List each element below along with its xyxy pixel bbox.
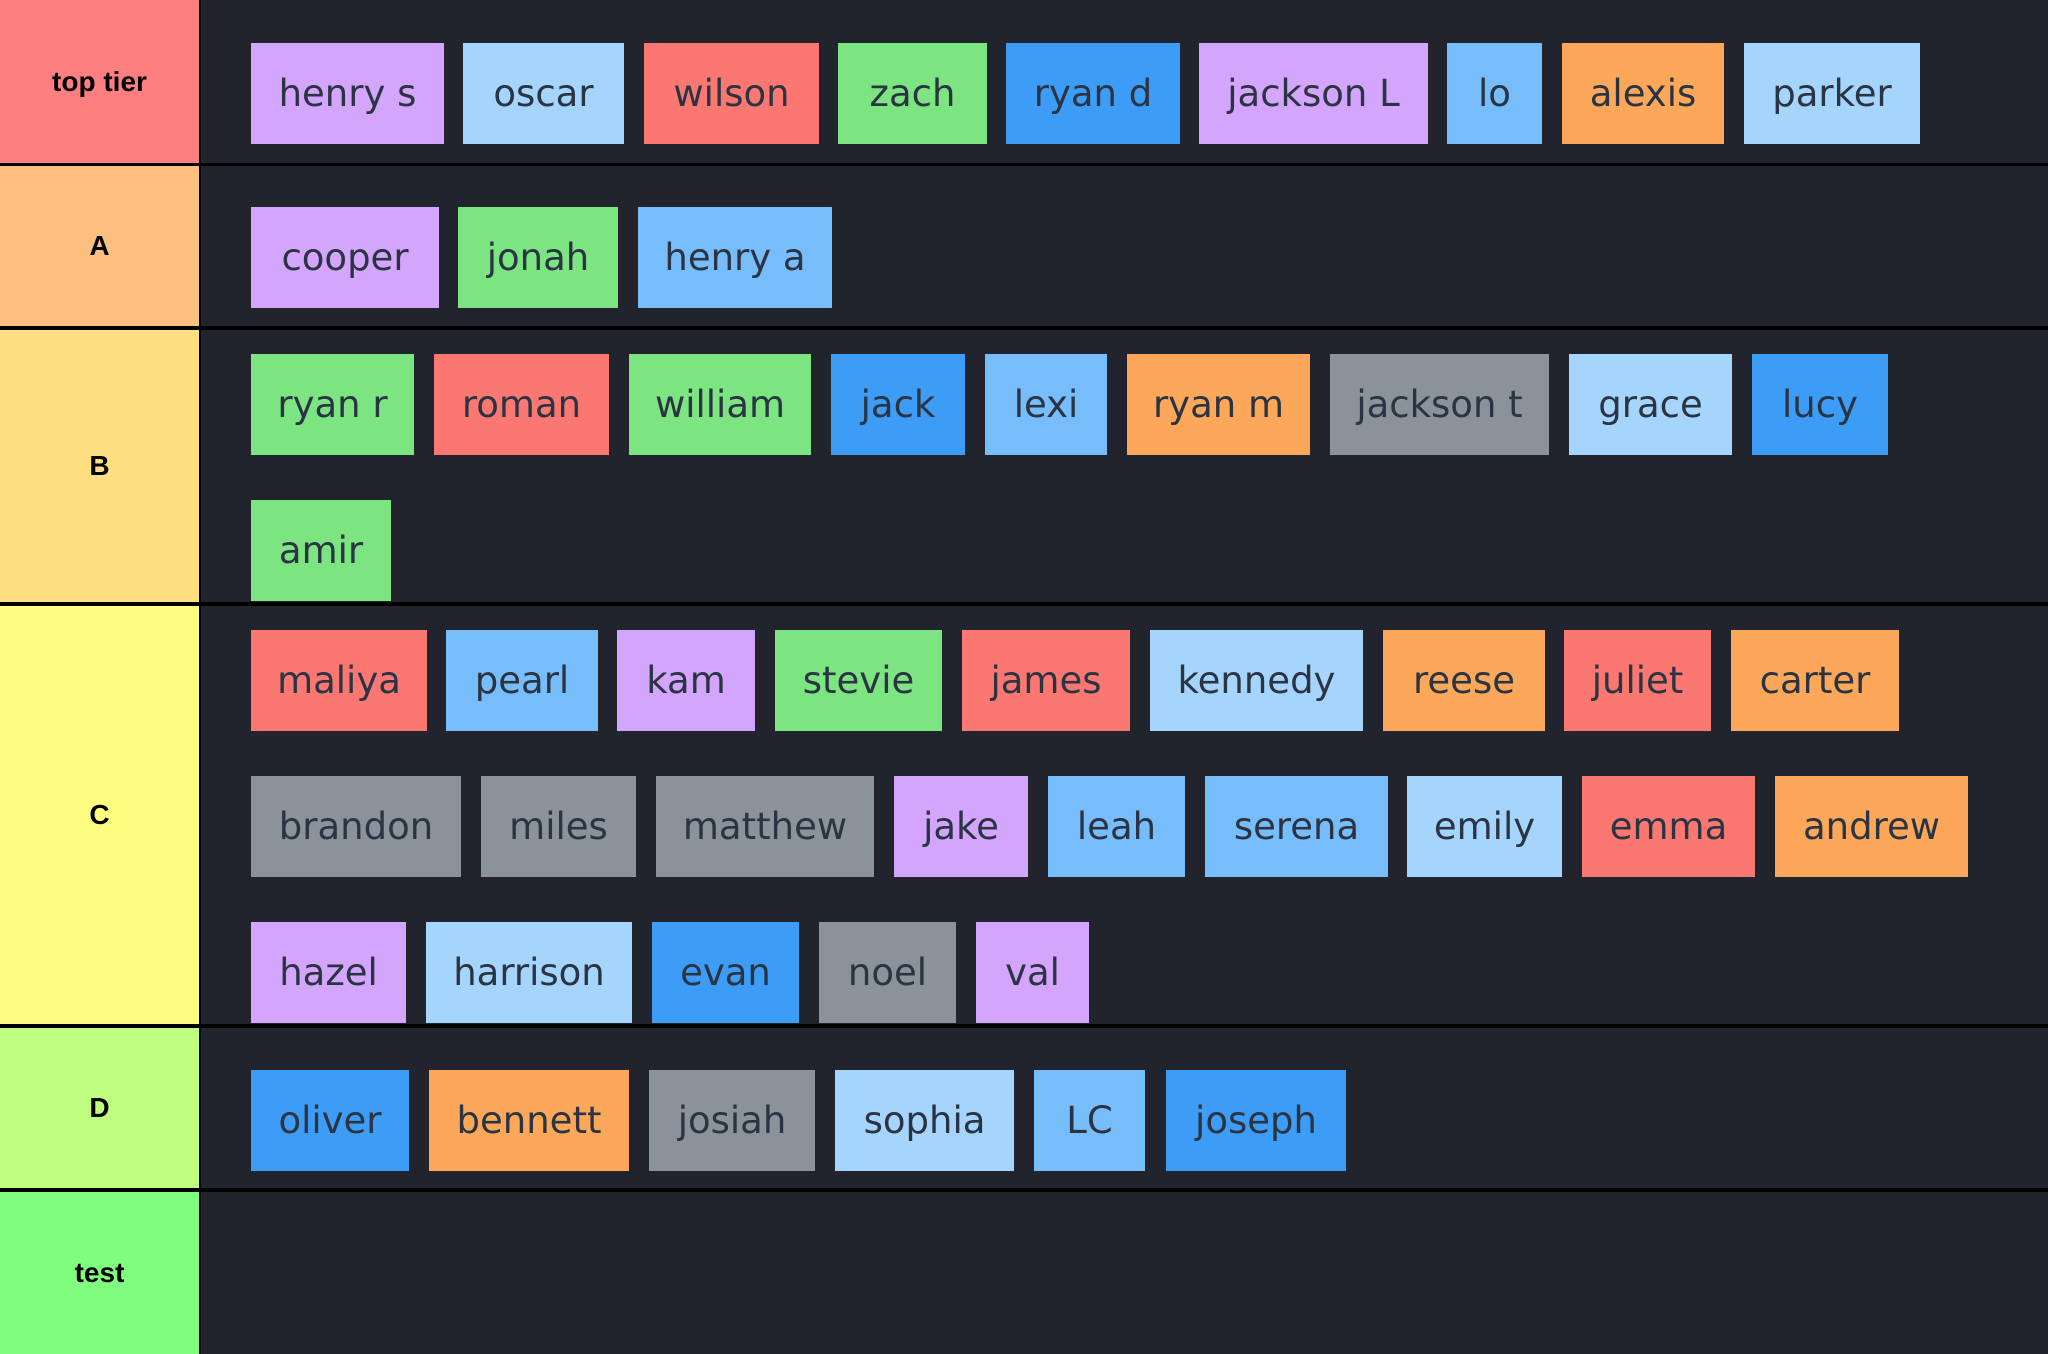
tier-item-josiah[interactable]: josiah [649,1070,815,1171]
tier-label-a[interactable]: A [0,166,199,326]
tier-item-miles[interactable]: miles [481,776,636,877]
tier-label-top-tier[interactable]: top tier [0,0,199,163]
tier-item-bennett[interactable]: bennett [429,1070,629,1171]
tier-label-b[interactable]: B [0,330,199,602]
tier-item-jack[interactable]: jack [831,354,965,455]
tier-item-leah[interactable]: leah [1048,776,1185,877]
tier-item-henry-s[interactable]: henry s [251,43,444,144]
tier-item-parker[interactable]: parker [1744,43,1920,144]
tier-item-wilson[interactable]: wilson [644,43,819,144]
tier-label-c[interactable]: C [0,606,199,1024]
tier-item-oliver[interactable]: oliver [251,1070,409,1171]
tier-item-zach[interactable]: zach [838,43,987,144]
tier-item-jake[interactable]: jake [894,776,1028,877]
tier-item-stevie[interactable]: stevie [775,630,942,731]
tier-item-james[interactable]: james [962,630,1130,731]
tier-item-brandon[interactable]: brandon [251,776,461,877]
tier-item-noel[interactable]: noel [819,922,956,1023]
tier-item-evan[interactable]: evan [652,922,799,1023]
tier-item-cooper[interactable]: cooper [251,207,439,308]
tier-item-lucy[interactable]: lucy [1752,354,1888,455]
tier-row-test: test [0,1192,2048,1354]
tier-item-joseph[interactable]: joseph [1166,1070,1346,1171]
tier-item-grace[interactable]: grace [1569,354,1732,455]
tier-drop-zone[interactable]: maliya pearl kam stevie james kennedy reese jul… [201,606,2048,1024]
tier-item-jonah[interactable]: jonah [458,207,618,308]
tier-drop-zone[interactable]: oliver bennett josiah sophia LC joseph [201,1028,2048,1188]
tier-label-d[interactable]: D [0,1028,199,1188]
tier-item-hazel[interactable]: hazel [251,922,406,1023]
tier-item-ryan-m[interactable]: ryan m [1127,354,1310,455]
tier-drop-zone[interactable]: cooper jonah henry a [201,166,2048,326]
tier-item-reese[interactable]: reese [1383,630,1545,731]
tier-item-william[interactable]: william [629,354,811,455]
tier-item-lc[interactable]: LC [1034,1070,1145,1171]
tier-item-lo[interactable]: lo [1447,43,1542,144]
tier-item-serena[interactable]: serena [1205,776,1388,877]
tier-row-top-tier: top tier henry s oscar wilson zach ryan d jack… [0,0,2048,163]
tier-item-juliet[interactable]: juliet [1564,630,1711,731]
tier-item-kennedy[interactable]: kennedy [1150,630,1363,731]
tier-item-carter[interactable]: carter [1731,630,1899,731]
tier-item-pearl[interactable]: pearl [446,630,598,731]
tier-item-ryan-d[interactable]: ryan d [1006,43,1180,144]
tier-item-amir[interactable]: amir [251,500,391,601]
tier-item-matthew[interactable]: matthew [656,776,874,877]
tier-drop-zone[interactable]: ryan r roman william jack lexi ryan m jackson … [201,330,2048,602]
tier-item-alexis[interactable]: alexis [1562,43,1724,144]
tier-item-emma[interactable]: emma [1582,776,1755,877]
tier-item-harrison[interactable]: harrison [426,922,632,1023]
tier-item-sophia[interactable]: sophia [835,1070,1014,1171]
tier-item-val[interactable]: val [976,922,1089,1023]
tier-item-oscar[interactable]: oscar [463,43,624,144]
tier-item-maliya[interactable]: maliya [251,630,427,731]
tier-item-ryan-r[interactable]: ryan r [251,354,414,455]
tier-item-jackson-t[interactable]: jackson t [1330,354,1549,455]
tier-item-roman[interactable]: roman [434,354,609,455]
tier-drop-zone[interactable] [201,1192,2048,1354]
tier-item-henry-a[interactable]: henry a [638,207,832,308]
tier-item-andrew[interactable]: andrew [1775,776,1968,877]
tier-label-test[interactable]: test [0,1192,199,1354]
tier-item-emily[interactable]: emily [1407,776,1562,877]
tier-item-lexi[interactable]: lexi [985,354,1107,455]
tier-item-jackson-l[interactable]: jackson L [1199,43,1428,144]
tier-item-kam[interactable]: kam [617,630,755,731]
